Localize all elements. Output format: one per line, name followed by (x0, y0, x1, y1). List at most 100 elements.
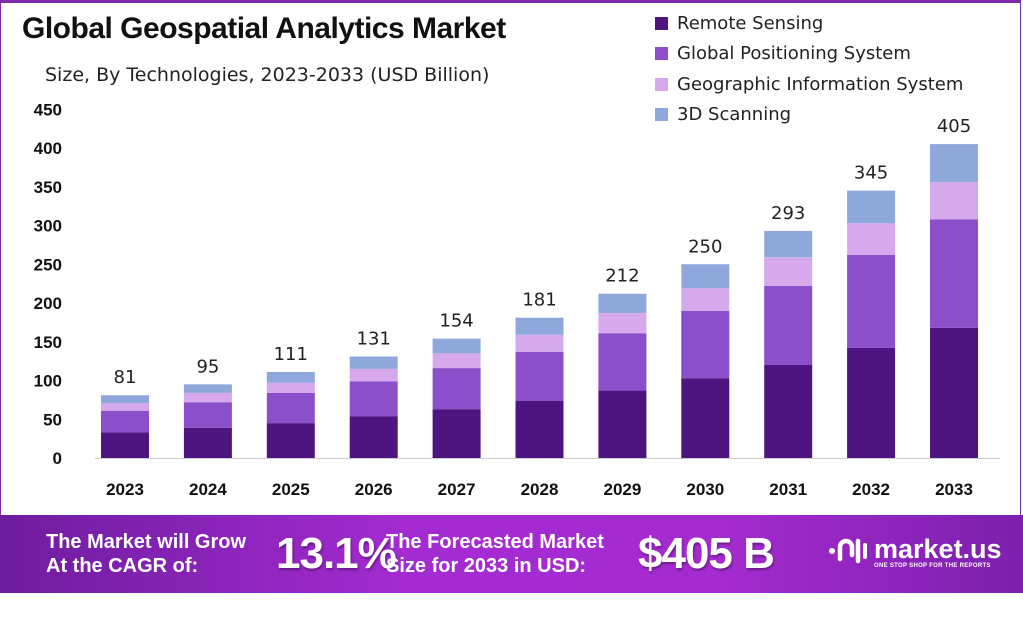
total-label: 250 (688, 236, 722, 257)
bar-segment (764, 257, 813, 286)
bar-segment (101, 432, 149, 458)
bar-segment (681, 264, 730, 289)
x-tick-label: 2032 (852, 480, 890, 499)
bar-segment (681, 288, 730, 311)
bar-segment (432, 368, 481, 410)
bar-segment (847, 254, 896, 348)
y-tick-label: 0 (53, 449, 62, 468)
total-label: 111 (274, 344, 308, 365)
legend-item: 3D Scanning (655, 100, 963, 131)
bar-segment (349, 368, 398, 382)
bar-segment (266, 423, 315, 458)
legend-item: Geographic Information System (655, 69, 963, 100)
bar-segment (930, 219, 978, 328)
y-tick-label: 100 (34, 372, 62, 391)
bar-segment (266, 371, 315, 383)
bar-segment (101, 395, 149, 403)
legend-label: Global Positioning System (677, 43, 911, 65)
bar-segment (930, 144, 978, 183)
forecast-label-line2: Size for 2033 in USD: (386, 555, 587, 577)
forecast-value: $405 B (638, 529, 775, 578)
cagr-value: 13.1% (276, 529, 397, 578)
footer-banner: The Market will Grow At the CAGR of: 13.… (0, 515, 1023, 593)
bar-segment (764, 285, 813, 365)
bar-segment (681, 378, 730, 458)
bar-segment (930, 182, 978, 220)
y-tick-label: 50 (43, 410, 62, 429)
legend: Remote Sensing Global Positioning System G… (655, 8, 963, 130)
bar-segment (266, 382, 315, 393)
brand-logo-icon (829, 538, 867, 564)
bar-segment (183, 384, 232, 393)
bar-segment (764, 230, 813, 258)
total-label: 212 (605, 266, 639, 287)
bar-segment (349, 416, 398, 458)
x-tick-label: 2024 (189, 480, 227, 499)
bar-segment (515, 351, 564, 401)
y-tick-label: 450 (34, 100, 62, 119)
brand-logo: market.us ONE STOP SHOP FOR THE REPORTS (828, 533, 1002, 569)
y-tick-label: 150 (34, 333, 62, 352)
forecast-label: The Forecasted Market Size for 2033 in U… (386, 530, 604, 578)
bar-segment (764, 365, 813, 458)
y-tick-label: 250 (34, 255, 62, 274)
total-label: 405 (937, 116, 971, 137)
bar-segment (598, 293, 647, 314)
legend-item: Remote Sensing (655, 8, 963, 39)
legend-swatch (655, 47, 668, 61)
legend-swatch (655, 16, 668, 30)
chart-subtitle: Size, By Technologies, 2023-2033 (USD Bi… (45, 64, 490, 86)
x-tick-label: 2029 (603, 480, 641, 499)
legend-item: Global Positioning System (655, 39, 963, 70)
x-tick-label: 2028 (521, 480, 559, 499)
x-tick-label: 2023 (106, 480, 144, 499)
legend-label: 3D Scanning (677, 104, 792, 126)
bar-segment (432, 353, 481, 369)
bar-segment (598, 333, 647, 391)
cagr-label: The Market will Grow At the CAGR of: (46, 530, 246, 578)
bar-segment (101, 402, 149, 411)
bar-segment (847, 347, 896, 458)
bar-segment (515, 400, 564, 458)
x-tick-label: 2033 (935, 480, 973, 499)
bar-segment (101, 410, 149, 433)
y-tick-label: 300 (34, 217, 62, 236)
chart-title: Global Geospatial Analytics Market (22, 12, 506, 45)
y-tick-label: 350 (34, 178, 62, 197)
total-label: 131 (357, 328, 391, 349)
total-label: 95 (196, 356, 219, 377)
x-tick-label: 2025 (272, 480, 310, 499)
legend-swatch (655, 77, 668, 91)
brand-tagline: ONE STOP SHOP FOR THE REPORTS (874, 562, 991, 569)
stacked-bar-chart: 0 50 100 150 200 250 300 350 400 450 81 2023 95 2024 1… (34, 100, 1000, 499)
legend-swatch (655, 108, 668, 122)
x-tick-label: 2030 (686, 480, 724, 499)
bar-segment (847, 190, 896, 224)
legend-label: Geographic Information System (677, 73, 964, 95)
bar-segment (432, 409, 481, 458)
legend-label: Remote Sensing (677, 12, 824, 34)
bar-segment (847, 223, 896, 255)
cagr-label-line2: At the CAGR of: (46, 555, 199, 577)
bar-segment (266, 392, 315, 424)
total-label: 181 (522, 290, 556, 311)
bar-segment (515, 317, 564, 335)
bar-segment (349, 356, 398, 369)
bar-segment (183, 392, 232, 403)
bar-segment (432, 338, 481, 354)
bar-segment (349, 381, 398, 417)
total-label: 293 (771, 203, 805, 224)
bar-segment (183, 402, 232, 428)
forecast-label-line1: The Forecasted Market (386, 531, 604, 553)
bar-segment (930, 327, 978, 458)
x-tick-label: 2026 (355, 480, 393, 499)
total-label: 154 (439, 311, 473, 332)
cagr-label-line1: The Market will Grow (46, 531, 247, 553)
x-tick-label: 2027 (438, 480, 476, 499)
y-tick-label: 200 (34, 294, 62, 313)
y-tick-label: 400 (34, 139, 62, 158)
bar-segment (598, 390, 647, 458)
total-label: 345 (854, 163, 888, 184)
bar-segment (681, 310, 730, 379)
